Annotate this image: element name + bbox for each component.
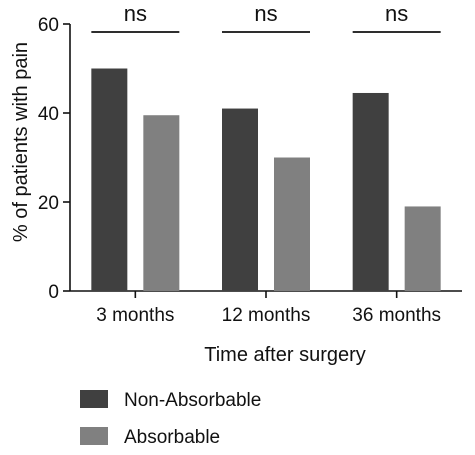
- plot-area: 0 20 40 60 3 months ns 12 months ns 36 months ns: [38, 1, 462, 326]
- y-tick-label: 40: [38, 104, 59, 125]
- y-tick-label: 60: [38, 15, 59, 36]
- y-tick-label: 20: [38, 193, 59, 214]
- y-axis-title: % of patients with pain: [10, 42, 32, 242]
- significance-label: ns: [254, 1, 277, 26]
- legend-label: Absorbable: [124, 427, 220, 448]
- bar-absorbable: [404, 206, 441, 291]
- significance-label: ns: [124, 1, 147, 26]
- legend-swatch: [80, 390, 108, 408]
- x-tick-label: 12 months: [222, 305, 311, 326]
- legend-label: Non-Absorbable: [124, 390, 261, 411]
- legend: Non-Absorbable Absorbable: [80, 390, 261, 448]
- x-tick-label: 36 months: [352, 305, 441, 326]
- legend-swatch: [80, 427, 108, 445]
- y-tick-label: 0: [48, 282, 59, 303]
- bar-absorbable: [274, 157, 310, 291]
- bar-non-absorbable: [91, 68, 128, 291]
- bar-non-absorbable: [222, 108, 258, 291]
- x-axis-title: Time after surgery: [204, 344, 366, 366]
- bar-non-absorbable: [352, 92, 389, 291]
- x-tick-label: 3 months: [96, 305, 174, 326]
- significance-label: ns: [385, 1, 408, 26]
- bar-absorbable: [143, 115, 180, 291]
